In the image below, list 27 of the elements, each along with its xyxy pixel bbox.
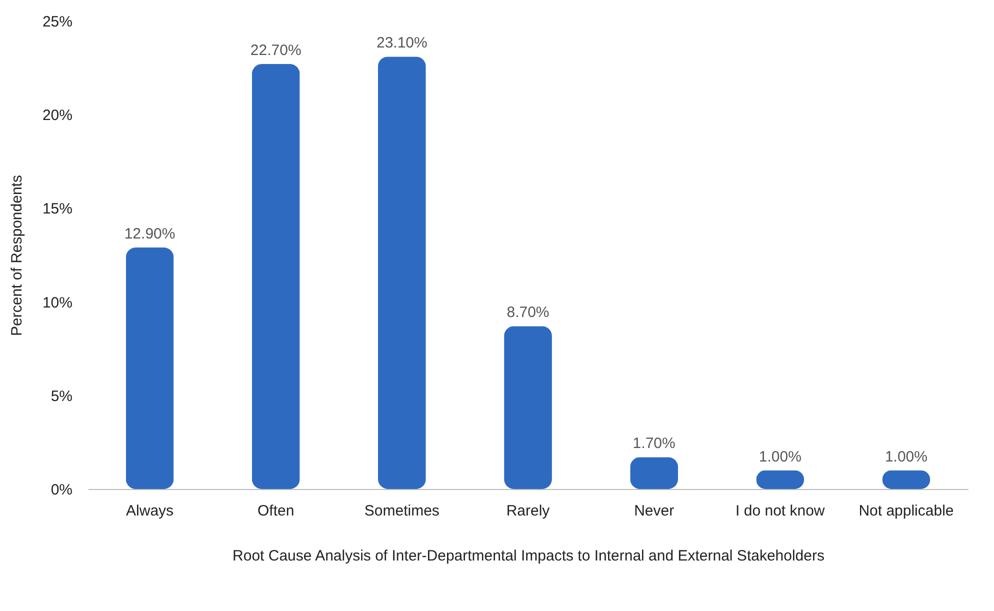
x-tick-label: Not applicable xyxy=(858,502,954,520)
y-tick-label: 20% xyxy=(42,107,72,124)
data-label: 8.70% xyxy=(506,304,550,322)
bar xyxy=(126,248,174,489)
bar xyxy=(630,457,678,489)
y-axis-title: Percent of Respondents xyxy=(8,175,26,336)
y-tick-label: 0% xyxy=(50,482,72,498)
x-tick-label: Always xyxy=(126,502,174,520)
bar xyxy=(378,56,426,489)
x-tick-label: Sometimes xyxy=(364,502,440,520)
data-label: 1.70% xyxy=(632,435,676,452)
bar xyxy=(504,326,552,489)
y-tick-label: 5% xyxy=(50,388,72,405)
x-tick-label: Never xyxy=(634,502,674,520)
y-tick-label: 15% xyxy=(42,200,72,218)
x-tick-label: Often xyxy=(258,502,294,520)
y-tick-label: 25% xyxy=(42,14,72,30)
bar xyxy=(252,64,300,489)
x-tick-label: I do not know xyxy=(736,502,825,520)
data-label: 1.00% xyxy=(758,448,802,466)
x-tick-label: Rarely xyxy=(506,502,550,520)
data-label: 23.10% xyxy=(376,34,428,52)
x-axis-title: Root Cause Analysis of Inter-Departmental Impacts to Internal and External Stakeholders xyxy=(232,548,824,564)
data-label: 22.70% xyxy=(250,42,302,60)
y-tick-label: 10% xyxy=(42,294,72,312)
data-label: 1.00% xyxy=(884,448,928,466)
data-label: 12.90% xyxy=(124,226,176,243)
